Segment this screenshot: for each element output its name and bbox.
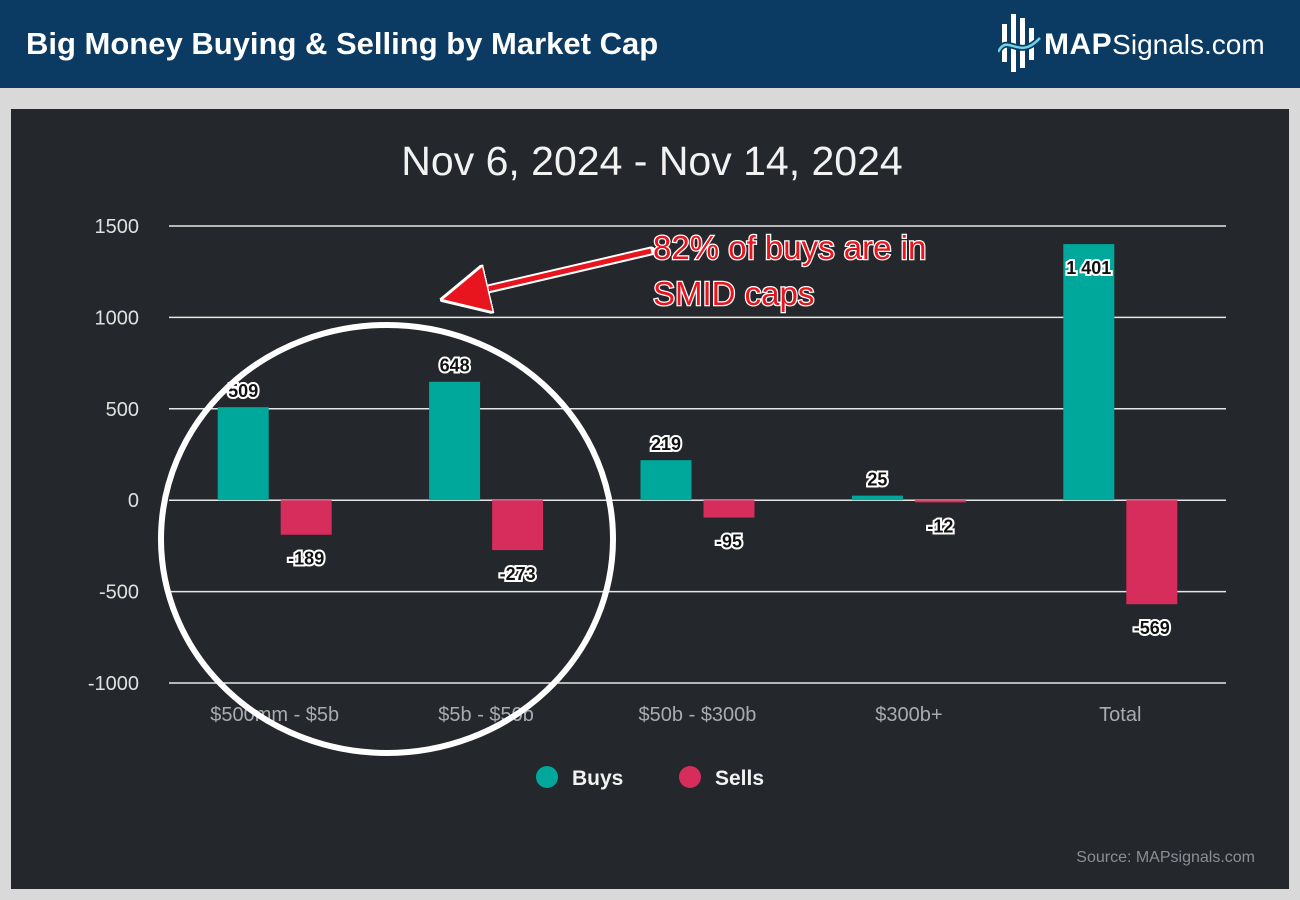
- x-axis-tick-labels: $500mm - $5b $5b - $50b $50b - $300b $300b+…: [210, 704, 1141, 726]
- brand-text: MAPSignals.com: [1044, 28, 1265, 62]
- sells-bar: [914, 500, 966, 503]
- bar-chart: Nov 6, 2024 - Nov 14, 2024 1500 1000 500 0 -…: [88, 138, 1226, 790]
- x-tick-label: $300b+: [875, 704, 942, 726]
- annotation-arrow-inner: [479, 248, 652, 291]
- y-tick-label: -1000: [88, 673, 139, 695]
- y-tick-label: -500: [99, 582, 139, 604]
- sells-value-label: -95: [716, 532, 742, 552]
- y-tick-label: 0: [128, 490, 139, 512]
- header-bar: Big Money Buying & Selling by Market Cap…: [0, 0, 1300, 88]
- brand-logo[interactable]: MAPSignals.com: [998, 12, 1288, 76]
- buys-value-label: 25: [867, 470, 887, 490]
- sells-bar: [703, 500, 755, 518]
- buys-bar: [851, 495, 903, 501]
- sells-value-label: -12: [927, 516, 953, 536]
- y-tick-label: 500: [106, 399, 139, 421]
- buys-value-label: 1 401: [1066, 258, 1111, 278]
- page-title: Big Money Buying & Selling by Market Cap: [26, 26, 659, 61]
- legend: Buys Sells: [536, 766, 764, 790]
- brand-strong-text: MAP: [1044, 28, 1113, 61]
- y-axis-tick-labels: 1500 1000 500 0 -500 -1000: [88, 216, 139, 695]
- annotation-line-2: SMID caps: [653, 275, 814, 312]
- buys-value-label: 219: [651, 434, 681, 454]
- x-tick-label: $50b - $300b: [639, 704, 757, 726]
- mapsignals-logo-icon: [998, 14, 1042, 72]
- legend-marker-sells: [679, 766, 701, 788]
- buys-bar: [217, 407, 269, 501]
- sells-bar: [280, 500, 332, 535]
- buys-bar: [640, 460, 692, 501]
- sells-value-label: -569: [1134, 618, 1170, 638]
- y-tick-label: 1500: [95, 216, 140, 238]
- gridlines: [169, 225, 1226, 684]
- highlight-circle: [158, 322, 616, 756]
- source-note: Source: MAPsignals.com: [1076, 849, 1255, 866]
- y-tick-label: 1000: [95, 307, 140, 329]
- x-tick-label: Total: [1099, 704, 1141, 726]
- chart-title: Nov 6, 2024 - Nov 14, 2024: [401, 138, 902, 184]
- annotation-line-1: 82% of buys are in: [653, 229, 926, 266]
- sells-value-label: -273: [500, 564, 536, 584]
- legend-marker-buys: [536, 766, 558, 788]
- legend-label-buys: Buys: [572, 767, 623, 790]
- chart-panel: Nov 6, 2024 - Nov 14, 2024 1500 1000 500 0 -…: [11, 109, 1289, 889]
- sells-bar: [1126, 500, 1178, 605]
- legend-label-sells: Sells: [715, 767, 764, 790]
- brand-light-text: Signals.com: [1112, 29, 1265, 60]
- buys-value-label: 648: [440, 356, 470, 376]
- x-tick-label: $500mm - $5b: [210, 704, 339, 726]
- buys-bar: [1063, 244, 1115, 501]
- buys-bar: [429, 381, 481, 501]
- sells-bar: [492, 500, 544, 551]
- bars: [217, 244, 1178, 605]
- sells-value-label: -189: [288, 549, 324, 569]
